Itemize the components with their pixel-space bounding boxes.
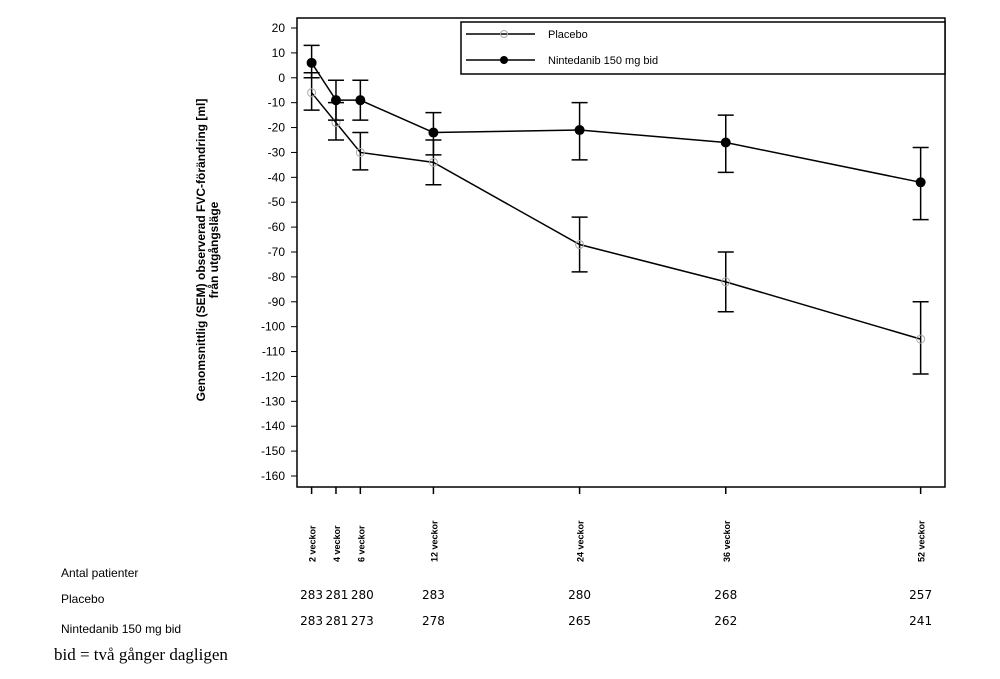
y-tick-label: 10 xyxy=(272,46,286,60)
patient-count: 281 xyxy=(325,614,349,628)
data-point xyxy=(330,95,341,106)
legend-label: Placebo xyxy=(548,29,588,41)
patient-count: 280 xyxy=(350,588,374,602)
y-tick-label: -30 xyxy=(268,145,286,159)
y-tick-label: 0 xyxy=(278,71,285,85)
patient-count: 280 xyxy=(568,588,592,602)
y-tick-label: -110 xyxy=(262,345,285,359)
patients-row-label-nintedanib: Nintedanib 150 mg bid xyxy=(61,622,182,636)
footnote: bid = två gånger dagligen xyxy=(54,645,228,664)
y-tick-label: 20 xyxy=(272,21,286,35)
data-point xyxy=(355,95,366,106)
legend-box xyxy=(460,21,946,75)
data-point xyxy=(307,88,317,98)
x-tick-label: 12 veckor xyxy=(429,520,439,562)
x-tick-label: 52 veckor xyxy=(917,520,927,562)
y-tick-label: -90 xyxy=(268,295,286,309)
patient-count: 281 xyxy=(325,588,349,602)
data-point xyxy=(720,137,731,148)
series-line-1 xyxy=(310,62,921,184)
patient-count: 265 xyxy=(568,614,592,628)
patients-title: Antal patienter xyxy=(61,566,139,580)
y-tick-label: -150 xyxy=(261,444,285,458)
data-point xyxy=(355,147,365,157)
patient-count: 283 xyxy=(421,588,445,602)
y-tick-label: -70 xyxy=(268,245,286,259)
data-point xyxy=(916,334,926,344)
y-axis-label-line2: från utgångsläge xyxy=(207,201,221,299)
data-point xyxy=(575,240,585,250)
patient-count: 278 xyxy=(421,614,445,628)
data-point xyxy=(428,157,438,167)
patients-row-label-placebo: Placebo xyxy=(61,592,105,606)
patient-count: 283 xyxy=(300,588,324,602)
y-tick-label: -80 xyxy=(268,270,286,284)
y-tick-label: -40 xyxy=(268,170,286,184)
y-tick-label: -10 xyxy=(268,96,286,110)
y-tick-label: -50 xyxy=(268,195,286,209)
x-tick-label: 36 veckor xyxy=(722,520,732,562)
y-tick-label: -130 xyxy=(261,394,285,408)
data-point xyxy=(721,277,731,287)
y-tick-label: -140 xyxy=(261,419,285,433)
x-tick-label: 4 veckor xyxy=(332,525,342,562)
legend-marker xyxy=(500,30,508,38)
x-tick-label: 6 veckor xyxy=(356,525,366,562)
patient-count: 262 xyxy=(714,614,738,628)
y-tick-label: -20 xyxy=(268,121,286,135)
legend-label: Nintedanib 150 mg bid xyxy=(548,55,658,67)
y-axis-label: Genomsnittlig (SEM) observerad FVC-förän… xyxy=(194,99,221,402)
patient-count: 241 xyxy=(909,614,933,628)
patient-count: 273 xyxy=(350,614,374,628)
y-tick-label: -60 xyxy=(268,220,286,234)
patient-count: 283 xyxy=(300,614,324,628)
x-tick-label: 24 veckor xyxy=(576,520,586,562)
patient-count: 257 xyxy=(909,588,933,602)
x-tick-label: 2 veckor xyxy=(308,525,318,562)
y-tick-label: -120 xyxy=(261,369,285,383)
data-point xyxy=(428,127,439,138)
y-tick-label: -100 xyxy=(261,320,285,334)
series-line-0 xyxy=(311,92,921,340)
legend-marker xyxy=(500,56,508,64)
data-point xyxy=(574,125,585,136)
y-tick-label: -160 xyxy=(261,469,285,483)
data-point xyxy=(306,57,317,68)
plot-frame xyxy=(296,17,946,488)
patient-count: 268 xyxy=(714,588,738,602)
data-point xyxy=(915,177,926,188)
